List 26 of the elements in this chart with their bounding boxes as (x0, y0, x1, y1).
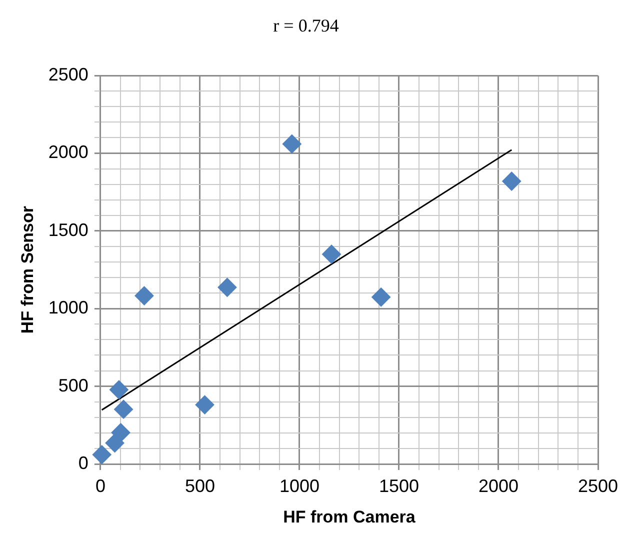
point (502, 172, 522, 191)
point (109, 380, 128, 400)
point (218, 278, 237, 297)
point (282, 134, 302, 154)
chart-title: r = 0.794 (273, 16, 339, 36)
x-tick-label: 2000 (478, 476, 519, 496)
y-tick-label: 1500 (48, 220, 88, 240)
y-tick-label: 2500 (48, 64, 88, 85)
point (195, 395, 214, 414)
point (372, 288, 391, 307)
y-tick-label: 500 (58, 375, 88, 396)
point (111, 423, 130, 442)
x-tick-label: 1500 (378, 476, 419, 496)
x-tick-label: 500 (184, 476, 215, 496)
x-tick-label: 0 (95, 476, 106, 496)
y-tick-label: 0 (78, 452, 88, 473)
y-tick-label: 1000 (48, 298, 88, 318)
x-tick-label: 2500 (578, 476, 618, 496)
point (134, 286, 154, 306)
point (322, 244, 342, 264)
x-axis-title: HF from Camera (283, 507, 416, 526)
point (114, 400, 134, 419)
x-tick-label: 1000 (279, 476, 320, 496)
point (92, 445, 112, 464)
y-tick-label: 2000 (48, 142, 88, 162)
y-axis-title: HF from Sensor (18, 206, 37, 334)
